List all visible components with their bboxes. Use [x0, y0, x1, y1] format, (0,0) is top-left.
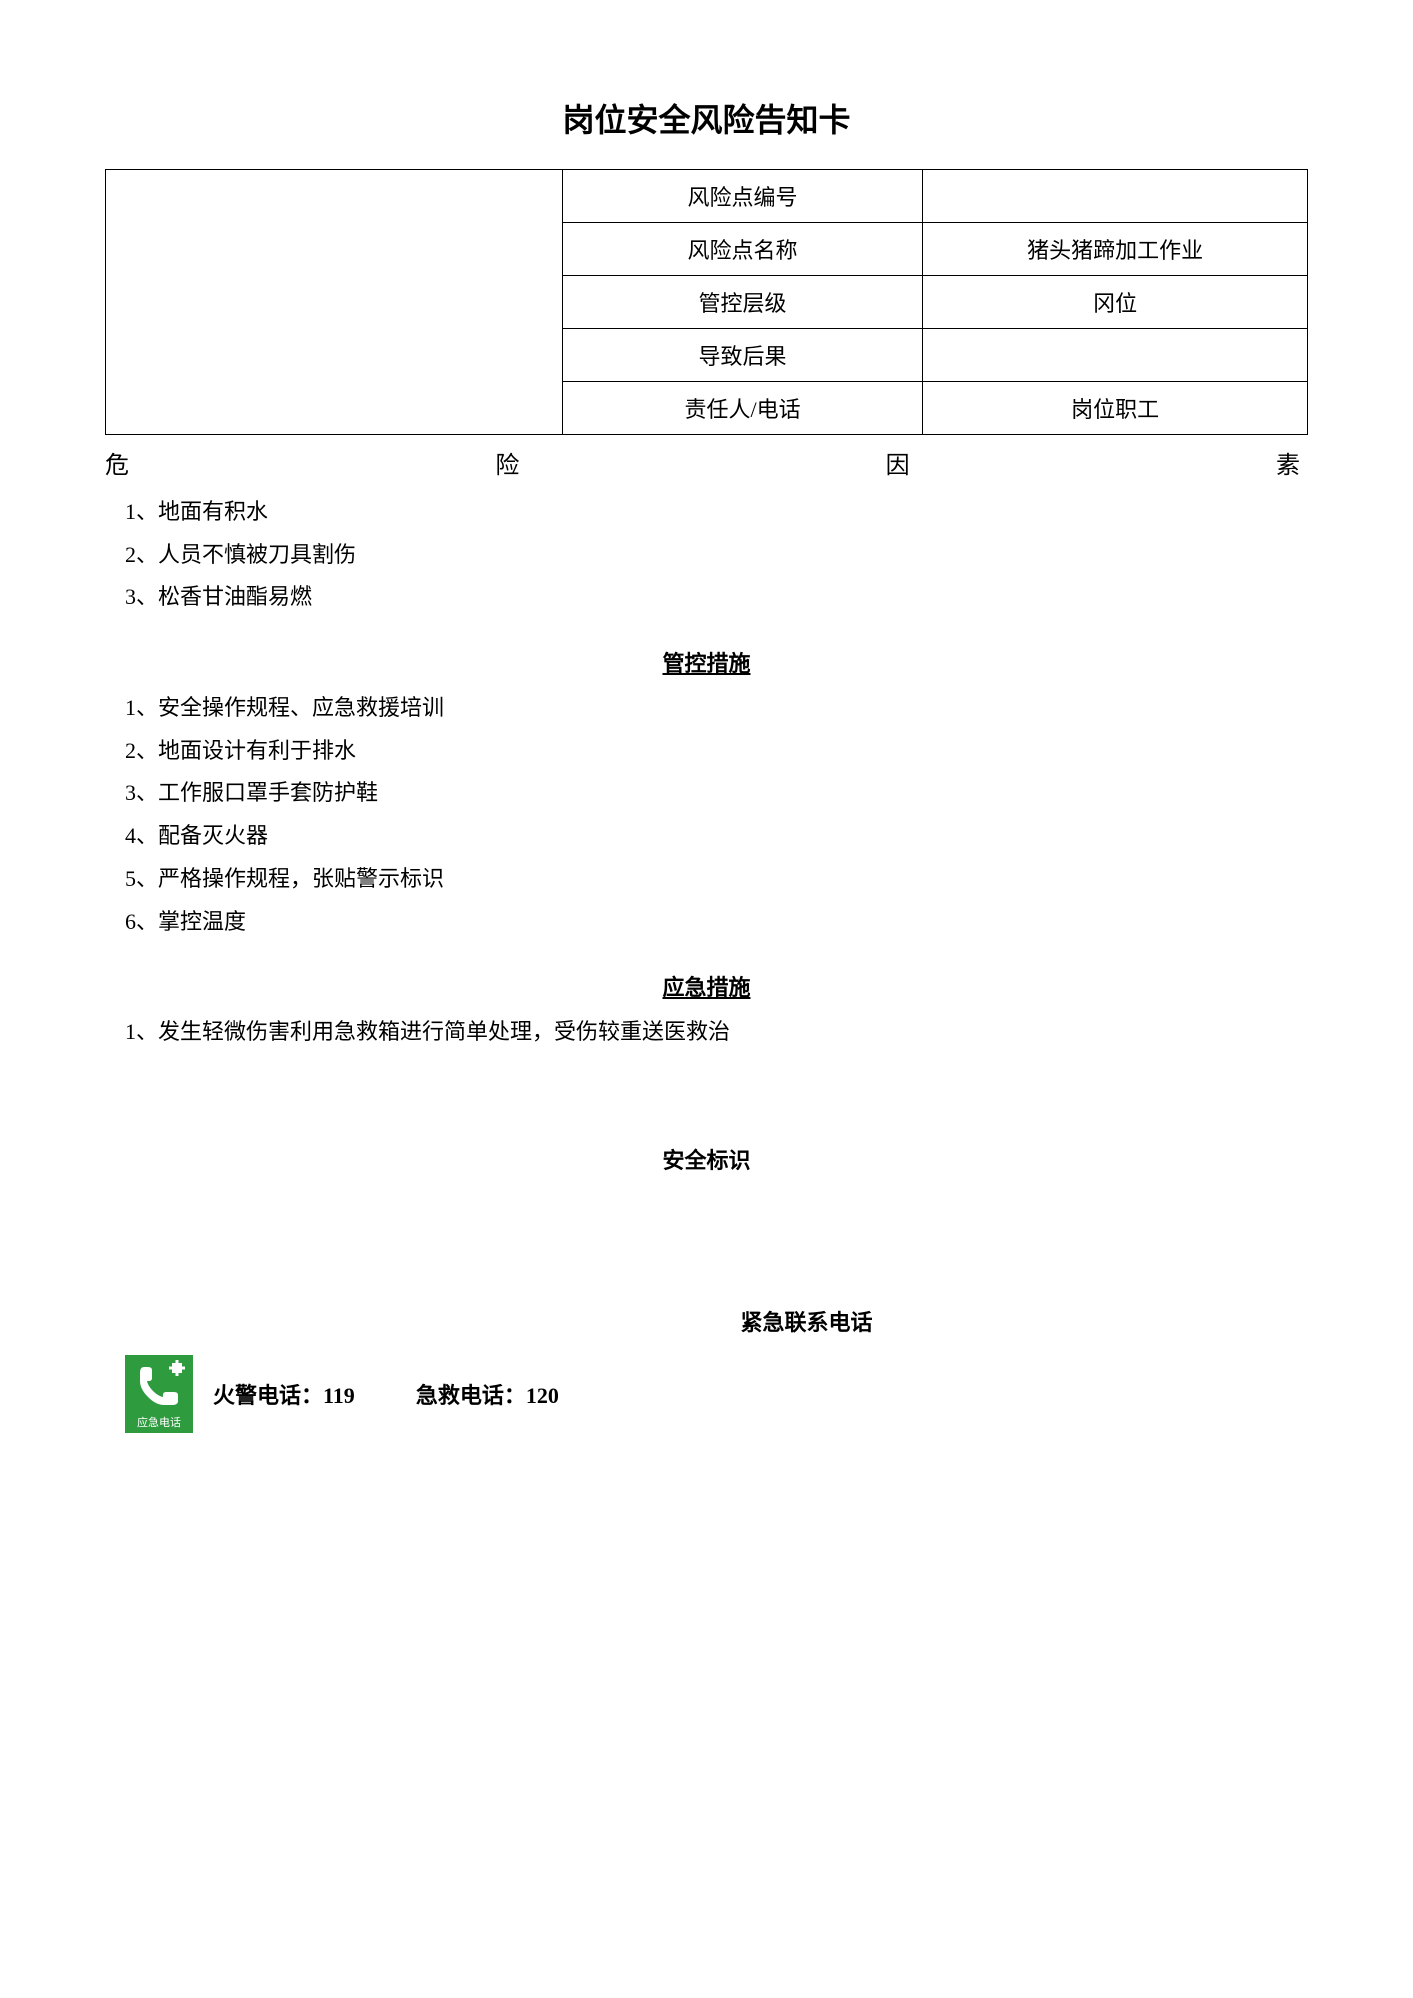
emergency-contact-title: 紧急联系电话 [105, 1305, 1308, 1337]
table-label: 导致后果 [562, 329, 923, 382]
table-value: 岗位职工 [923, 382, 1308, 435]
hazard-list: 1、地面有积水 2、人员不慎被刀具割伤 3、松香甘油酯易燃 [105, 492, 1308, 618]
list-item: 1、发生轻微伤害利用急救箱进行简单处理，受伤较重送医救治 [125, 1012, 1308, 1053]
table-label: 管控层级 [562, 276, 923, 329]
table-label: 风险点编号 [562, 170, 923, 223]
list-item: 4、配备灭火器 [125, 816, 1308, 857]
info-table: 风险点编号 风险点名称 猪头猪蹄加工作业 管控层级 冈位 导致后果 责任人/电话… [105, 169, 1308, 435]
list-item: 6、掌控温度 [125, 902, 1308, 943]
list-item: 3、松香甘油酯易燃 [125, 577, 1308, 618]
list-item: 1、地面有积水 [125, 492, 1308, 533]
table-label: 责任人/电话 [562, 382, 923, 435]
hazard-char: 素 [1276, 445, 1300, 480]
safety-sign-title: 安全标识 [105, 1143, 1308, 1175]
list-item: 2、人员不慎被刀具割伤 [125, 535, 1308, 576]
phone-icon-label: 应急电话 [125, 1414, 193, 1430]
list-item: 5、严格操作规程，张贴警示标识 [125, 859, 1308, 900]
table-value: 冈位 [923, 276, 1308, 329]
table-row: 风险点编号 [106, 170, 1308, 223]
emergency-list: 1、发生轻微伤害利用急救箱进行简单处理，受伤较重送医救治 [105, 1012, 1308, 1053]
table-empty-left [106, 170, 563, 435]
hazard-char: 险 [495, 445, 519, 480]
contact-text: 火警电话：119 急救电话：120 [213, 1378, 559, 1410]
ambulance-phone-label: 急救电话： [416, 1383, 526, 1408]
table-value [923, 170, 1308, 223]
fire-phone-label: 火警电话： [213, 1383, 323, 1408]
list-item: 2、地面设计有利于排水 [125, 731, 1308, 772]
list-item: 1、安全操作规程、应急救援培训 [125, 688, 1308, 729]
emergency-measures-title: 应急措施 [105, 970, 1308, 1002]
fire-phone-number: 119 [323, 1383, 355, 1408]
page-title: 岗位安全风险告知卡 [105, 95, 1308, 141]
table-label: 风险点名称 [562, 223, 923, 276]
contact-row: 应急电话 火警电话：119 急救电话：120 [105, 1355, 1308, 1433]
list-item: 3、工作服口罩手套防护鞋 [125, 773, 1308, 814]
hazard-char: 危 [105, 445, 129, 480]
control-measures-title: 管控措施 [105, 646, 1308, 678]
ambulance-phone-number: 120 [526, 1383, 559, 1408]
hazard-char: 因 [886, 445, 910, 480]
table-value: 猪头猪蹄加工作业 [923, 223, 1308, 276]
table-value [923, 329, 1308, 382]
hazard-factors-header: 危 险 因 素 [105, 441, 1308, 484]
emergency-phone-icon: 应急电话 [125, 1355, 193, 1433]
control-list: 1、安全操作规程、应急救援培训 2、地面设计有利于排水 3、工作服口罩手套防护鞋… [105, 688, 1308, 942]
